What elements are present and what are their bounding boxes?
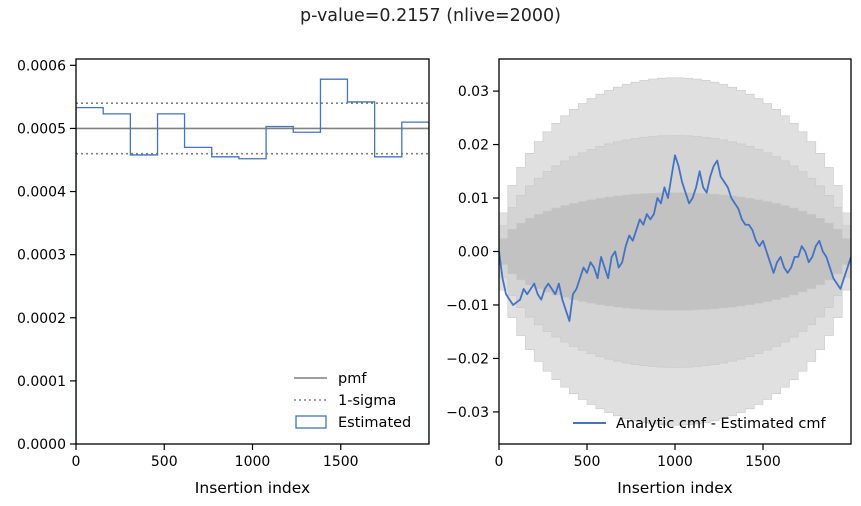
y-tick-label: 0.0000 xyxy=(17,437,66,453)
left-axes-frame xyxy=(75,58,430,445)
y-tick-label: 0.0002 xyxy=(17,311,66,327)
y-tick-label: 0.0001 xyxy=(17,374,66,390)
left-legend: pmf 1-sigma Estimated xyxy=(294,371,411,431)
x-tick-label: 500 xyxy=(151,454,178,470)
legend-pmf-label: pmf xyxy=(338,371,367,387)
y-tick-label: 0.0003 xyxy=(17,248,66,264)
x-tick-label: 0 xyxy=(72,454,81,470)
right-panel: 0 500 1000 1500 −0.03 −0.02 −0.01 0.00 0.01 0.02 0… xyxy=(446,58,852,497)
y-tick-label: 0.0005 xyxy=(17,121,66,137)
x-tick-label: 0 xyxy=(495,454,504,470)
x-tick-label: 1500 xyxy=(745,454,781,470)
y-tick-label: 0.0004 xyxy=(17,185,66,201)
legend-cmf-diff-label: Analytic cmf - Estimated cmf xyxy=(616,416,827,432)
y-tick-label: 0.03 xyxy=(458,84,489,100)
figure-title: p-value=0.2157 (nlive=2000) xyxy=(299,6,561,26)
y-tick-label: 0.0006 xyxy=(17,58,66,74)
right-x-axis-label: Insertion index xyxy=(617,479,732,497)
legend-1sigma-label: 1-sigma xyxy=(338,393,396,409)
right-axis-ticks: 0 500 1000 1500 −0.03 −0.02 −0.01 0.00 0.01 0.02 0… xyxy=(446,84,781,470)
y-tick-label: 0.00 xyxy=(458,245,489,261)
y-tick-label: −0.03 xyxy=(446,405,489,421)
x-tick-label: 1000 xyxy=(657,454,693,470)
y-tick-label: 0.02 xyxy=(458,138,489,154)
legend-estimated-label: Estimated xyxy=(338,415,411,431)
right-plot-area xyxy=(499,77,851,426)
y-tick-label: −0.01 xyxy=(446,298,489,314)
y-tick-label: −0.02 xyxy=(446,351,489,367)
estimated-step-outline xyxy=(76,78,429,444)
cmf-difference-line xyxy=(499,154,851,322)
x-tick-label: 1000 xyxy=(235,454,271,470)
legend-estimated-swatch xyxy=(295,415,327,429)
left-panel: 0 500 1000 1500 0.0000 0.0001 0.0002 0.0003 0.00… xyxy=(17,58,430,497)
left-x-axis-label: Insertion index xyxy=(195,479,310,497)
inner-band xyxy=(499,192,851,311)
x-tick-label: 500 xyxy=(574,454,601,470)
left-plot-area xyxy=(76,78,429,444)
right-legend: Analytic cmf - Estimated cmf xyxy=(573,416,827,432)
left-axis-ticks: 0 500 1000 1500 0.0000 0.0001 0.0002 0.0003 0.00… xyxy=(17,58,359,470)
y-tick-label: 0.01 xyxy=(458,191,489,207)
x-tick-label: 1500 xyxy=(323,454,359,470)
